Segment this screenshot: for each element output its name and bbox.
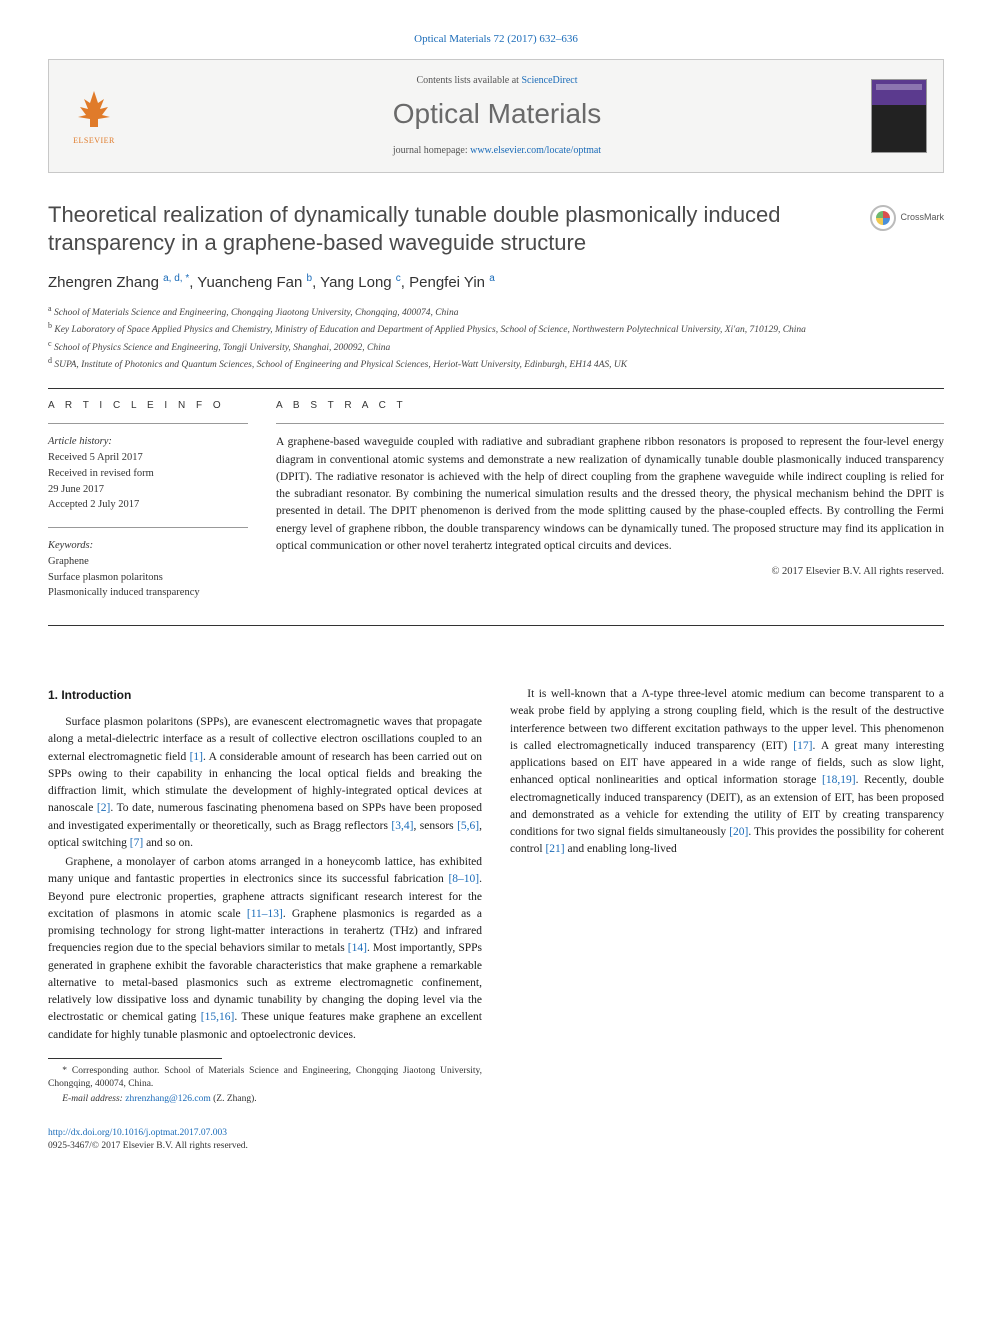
corresponding-author-footnote: * Corresponding author. School of Materi… [48,1065,482,1092]
affiliation-item: d SUPA, Institute of Photonics and Quant… [48,355,944,372]
body-text: 1. Introduction Surface plasmon polarito… [48,686,944,1109]
intro-paragraph-1: Surface plasmon polaritons (SPPs), are e… [48,714,482,852]
article-info-label: A R T I C L E I N F O [48,399,248,413]
abstract-copyright: © 2017 Elsevier B.V. All rights reserved… [276,565,944,580]
issn-copyright: 0925-3467/© 2017 Elsevier B.V. All right… [48,1141,248,1151]
journal-cover-thumbnail [871,79,927,153]
intro-paragraph-2: Graphene, a monolayer of carbon atoms ar… [48,854,482,1044]
info-divider-2 [48,527,248,528]
abstract-divider [276,423,944,424]
homepage-link[interactable]: www.elsevier.com/locate/optmat [470,145,601,156]
elsevier-logo: ELSEVIER [65,84,123,148]
intro-paragraph-3: It is well-known that a Λ-type three-lev… [510,686,944,859]
affiliation-item: b Key Laboratory of Space Applied Physic… [48,320,944,337]
header-center: Contents lists available at ScienceDirec… [139,74,855,157]
crossmark-icon [870,205,896,231]
citation-link[interactable]: [5,6] [457,820,479,832]
citation-link[interactable]: [18,19] [822,774,856,786]
history-header: Article history: [48,434,248,450]
citation-link[interactable]: [1] [190,751,203,763]
info-divider-1 [48,423,248,424]
keywords-block: Keywords: GrapheneSurface plasmon polari… [48,538,248,601]
homepage-line: journal homepage: www.elsevier.com/locat… [139,144,855,158]
abstract-column: A B S T R A C T A graphene-based wavegui… [276,399,944,615]
history-line: Received 5 April 2017 [48,450,248,466]
citation-link[interactable]: [3,4] [391,820,413,832]
contents-available-line: Contents lists available at ScienceDirec… [139,74,855,88]
history-line: Received in revised form [48,466,248,482]
crossmark-label: CrossMark [900,211,944,224]
abstract-text: A graphene-based waveguide coupled with … [276,434,944,555]
keyword-item: Plasmonically induced transparency [48,585,248,601]
affiliation-item: c School of Physics Science and Engineer… [48,338,944,355]
sciencedirect-link[interactable]: ScienceDirect [521,75,577,86]
history-line: Accepted 2 July 2017 [48,497,248,513]
citation-link[interactable]: [8–10] [448,873,479,885]
citation-link[interactable]: [11–13] [247,908,283,920]
page-footer: http://dx.doi.org/10.1016/j.optmat.2017.… [48,1127,944,1154]
article-history-block: Article history: Received 5 April 2017Re… [48,434,248,513]
bottom-rule [48,625,944,626]
elsevier-tree-icon [70,85,118,133]
top-rule [48,388,944,389]
journal-reference: Optical Materials 72 (2017) 632–636 [48,32,944,47]
keywords-header: Keywords: [48,538,248,554]
article-title: Theoretical realization of dynamically t… [48,201,854,258]
author-list: Zhengren Zhang a, d, *, Yuancheng Fan b,… [48,272,944,293]
email-label: E-mail address: [62,1094,123,1104]
author-email-link[interactable]: zhrenzhang@126.com [125,1094,211,1104]
abstract-label: A B S T R A C T [276,399,944,413]
keyword-item: Graphene [48,554,248,570]
journal-header: ELSEVIER Contents lists available at Sci… [48,59,944,172]
article-info-column: A R T I C L E I N F O Article history: R… [48,399,248,615]
citation-link[interactable]: [14] [348,942,367,954]
citation-link[interactable]: [15,16] [201,1011,235,1023]
citation-link[interactable]: [7] [130,837,143,849]
citation-link[interactable]: [17] [793,740,812,752]
history-line: 29 June 2017 [48,482,248,498]
citation-link[interactable]: [20] [729,826,748,838]
doi-link[interactable]: http://dx.doi.org/10.1016/j.optmat.2017.… [48,1128,227,1138]
citation-link[interactable]: [2] [97,802,110,814]
journal-name: Optical Materials [139,94,855,133]
contents-prefix: Contents lists available at [416,75,521,86]
email-author-suffix: (Z. Zhang). [213,1094,257,1104]
info-abstract-row: A R T I C L E I N F O Article history: R… [48,399,944,615]
homepage-prefix: journal homepage: [393,145,470,156]
crossmark-widget[interactable]: CrossMark [870,205,944,231]
footnote-separator [48,1058,222,1059]
introduction-heading: 1. Introduction [48,686,482,704]
affiliation-list: a School of Materials Science and Engine… [48,303,944,373]
keyword-item: Surface plasmon polaritons [48,570,248,586]
email-footnote: E-mail address: zhrenzhang@126.com (Z. Z… [48,1093,482,1106]
elsevier-label: ELSEVIER [73,135,115,146]
affiliation-item: a School of Materials Science and Engine… [48,303,944,320]
title-row: Theoretical realization of dynamically t… [48,201,944,258]
citation-link[interactable]: [21] [545,843,564,855]
